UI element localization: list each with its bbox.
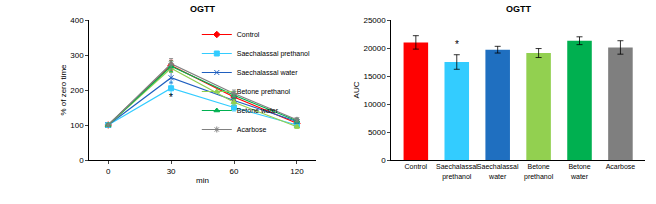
- svg-text:15000: 15000: [363, 72, 386, 81]
- svg-text:0: 0: [381, 156, 386, 165]
- svg-text:25000: 25000: [363, 16, 386, 25]
- svg-text:400: 400: [70, 16, 84, 25]
- svg-text:min: min: [196, 176, 209, 185]
- svg-text:Control: Control: [237, 31, 260, 38]
- svg-text:Saechalassalprethanol: Saechalassalprethanol: [436, 163, 478, 180]
- svg-text:*: *: [169, 92, 173, 103]
- svg-text:0: 0: [106, 167, 111, 176]
- svg-text:30: 30: [167, 167, 176, 176]
- svg-text:20000: 20000: [363, 44, 386, 53]
- svg-text:Saechalassalwater: Saechalassalwater: [477, 163, 519, 179]
- svg-text:Betone prethanol: Betone prethanol: [237, 88, 291, 96]
- svg-text:Betonewater: Betonewater: [568, 163, 590, 179]
- svg-text:300: 300: [70, 51, 84, 60]
- svg-text:Acarbose: Acarbose: [237, 126, 267, 133]
- svg-text:Betoneprethanol: Betoneprethanol: [524, 163, 554, 180]
- svg-text:*: *: [455, 39, 459, 50]
- svg-text:5000: 5000: [368, 128, 386, 137]
- svg-text:Betone water: Betone water: [237, 107, 279, 114]
- svg-text:% of zero time: % of zero time: [59, 64, 68, 116]
- svg-text:Saechalassal water: Saechalassal water: [237, 69, 298, 76]
- svg-text:120: 120: [290, 167, 304, 176]
- svg-text:200: 200: [70, 86, 84, 95]
- svg-text:0: 0: [79, 156, 84, 165]
- svg-text:AUC: AUC: [352, 81, 361, 98]
- svg-text:OGTT: OGTT: [506, 4, 531, 14]
- svg-text:Saechalassal prethanol: Saechalassal prethanol: [237, 50, 310, 58]
- svg-text:60: 60: [230, 167, 239, 176]
- svg-text:100: 100: [70, 121, 84, 130]
- svg-text:Control: Control: [405, 163, 428, 170]
- svg-text:Acarbose: Acarbose: [606, 163, 636, 170]
- svg-text:10000: 10000: [363, 100, 386, 109]
- svg-text:OGTT: OGTT: [190, 4, 215, 14]
